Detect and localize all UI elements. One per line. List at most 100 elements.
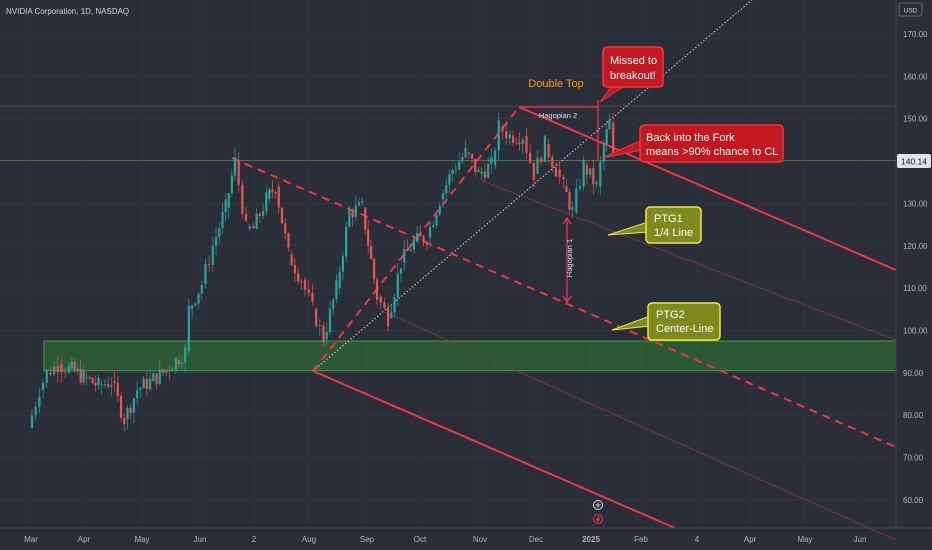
candle-body — [370, 245, 373, 260]
candle-body — [322, 325, 325, 343]
price-tick-label: 150.00 — [903, 115, 928, 124]
candle-body — [100, 384, 103, 386]
dividend-bolt-icon[interactable] — [593, 514, 603, 524]
candle-body — [393, 297, 396, 313]
candle-body — [379, 296, 382, 303]
hagopian-lines[interactable] — [519, 100, 599, 304]
ptg1-line2: 1/4 Line — [654, 227, 693, 239]
candle-body — [79, 369, 82, 383]
candle-body — [318, 325, 321, 327]
candle-body — [568, 192, 571, 210]
candle-body — [480, 171, 483, 174]
inner-fork-line[interactable] — [379, 309, 897, 541]
candle-body — [335, 280, 338, 300]
candle-body — [575, 188, 578, 212]
pitchfork[interactable] — [231, 0, 897, 541]
candle-body — [45, 370, 48, 383]
candle-body — [605, 129, 608, 145]
hagopian1-arrow-down — [562, 295, 572, 304]
support-zone[interactable] — [43, 340, 897, 372]
candle-body — [461, 156, 464, 162]
candle-body — [386, 307, 390, 327]
inner-fork-line-2[interactable] — [479, 179, 897, 341]
candle-body — [338, 271, 341, 289]
time-tick-label: Jun — [854, 535, 867, 544]
candle-body — [595, 182, 598, 185]
candle-body — [129, 407, 132, 413]
candle-body — [67, 365, 70, 373]
time-tick-label: 2 — [252, 535, 257, 544]
candle-body — [142, 378, 145, 389]
candle-body — [406, 249, 409, 251]
missed-breakout-callout[interactable]: Missed to breakout! — [599, 46, 664, 103]
candle-body — [187, 305, 190, 352]
candle-body — [487, 164, 490, 178]
candle-body — [585, 165, 588, 175]
time-tick-label: Aug — [302, 535, 316, 544]
candle-body — [458, 161, 461, 170]
price-tick-label: 100.00 — [903, 326, 928, 335]
time-tick-label: Dec — [529, 535, 543, 544]
candle-body — [543, 135, 547, 163]
candle-body — [341, 256, 344, 272]
hagopian1-label[interactable]: Hagopian 1 — [565, 239, 574, 277]
candle-body — [529, 152, 532, 163]
candle-body — [390, 312, 393, 318]
candle-body — [409, 250, 412, 251]
currency-badge[interactable]: USD — [898, 2, 923, 17]
candle-body — [190, 305, 194, 310]
candle-body — [113, 381, 116, 383]
candle-body — [470, 154, 474, 159]
candle-body — [70, 362, 73, 369]
candle-body — [248, 225, 251, 229]
candle-body — [307, 289, 310, 293]
candle-body — [287, 233, 290, 248]
ptg2-callout[interactable]: PTG2 Center-Line — [611, 302, 721, 341]
candle-body — [493, 150, 497, 166]
time-tick-label: 4 — [695, 535, 700, 544]
candle-body — [280, 207, 284, 224]
hagopian2-label[interactable]: Hagopian 2 — [539, 111, 577, 120]
candle-body — [477, 169, 480, 173]
candle-body — [383, 302, 386, 308]
candle-body — [396, 273, 399, 298]
candle-body — [551, 157, 554, 168]
price-tick-label: 110.00 — [903, 284, 927, 293]
candle-body — [375, 279, 379, 300]
candle-body — [152, 373, 155, 382]
candle-body — [194, 303, 197, 306]
price-tick-label: 170.00 — [903, 30, 928, 39]
ptg1-box — [645, 206, 702, 244]
candle-body — [139, 388, 142, 390]
ptg1-line1: PTG1 — [654, 213, 683, 225]
hagopian1-arrow-up — [562, 216, 572, 225]
candle-body — [64, 372, 67, 373]
candle-body — [357, 202, 361, 206]
upper-fork-line[interactable] — [518, 106, 897, 271]
lower-fork-line[interactable] — [312, 370, 676, 529]
time-tick-label: Mar — [24, 535, 38, 544]
candle-body — [237, 161, 240, 185]
candle-body — [297, 273, 300, 282]
fork-callout[interactable]: Back into the Fork means >90% chance to … — [601, 124, 784, 163]
candle-body — [558, 169, 561, 177]
candle-body — [416, 232, 419, 242]
earnings-plus-icon[interactable] — [593, 500, 603, 510]
event-icons[interactable] — [593, 500, 603, 524]
candle-body — [364, 207, 367, 230]
candle-body — [351, 211, 354, 217]
quarter-line[interactable] — [231, 157, 897, 448]
ptg2-line1: PTG2 — [656, 309, 685, 321]
candle-body — [474, 158, 477, 173]
median-line[interactable] — [312, 0, 753, 372]
candle-body — [315, 309, 318, 327]
double-top-label[interactable]: Double Top — [528, 78, 583, 90]
candle-body — [155, 373, 158, 385]
ptg1-callout[interactable]: PTG1 1/4 Line — [607, 206, 702, 244]
candle-body — [204, 264, 207, 284]
candle-body — [211, 245, 214, 265]
candle-body — [515, 142, 518, 144]
candle-body — [233, 156, 237, 176]
candle-body — [483, 171, 487, 178]
